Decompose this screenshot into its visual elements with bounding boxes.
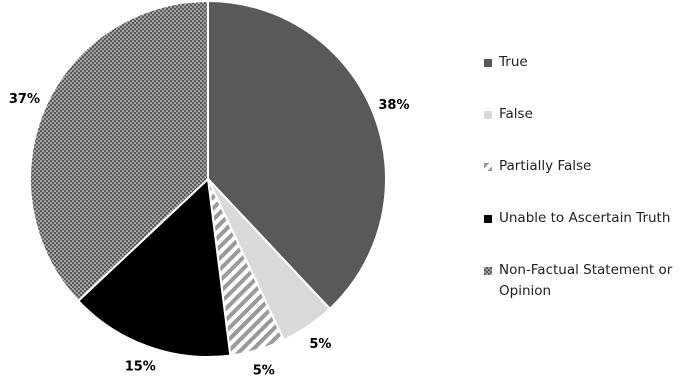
legend-item: Non-Factual Statement or Opinion [484, 260, 685, 302]
legend-item: False [484, 104, 685, 125]
legend-label: False [499, 106, 533, 122]
data-label: 37% [9, 92, 40, 107]
legend-swatch [484, 111, 492, 119]
legend-label: Partially False [499, 158, 592, 174]
legend-swatch-fill [484, 59, 492, 67]
data-label: 38% [378, 98, 409, 113]
legend: True False Partially False Unable to Ascert… [484, 52, 685, 333]
legend-swatch [484, 267, 492, 275]
legend-item: Unable to Ascertain Truth [484, 208, 685, 229]
pie-slice [207, 0, 387, 311]
legend-swatch-fill [484, 215, 492, 223]
data-label: 5% [253, 364, 275, 377]
legend-label: True [499, 54, 528, 70]
pie-slice [76, 176, 232, 358]
legend-label: Unable to Ascertain Truth [499, 210, 671, 226]
legend-swatch-fill [484, 163, 492, 171]
legend-swatch [484, 59, 492, 67]
pie-slice [29, 0, 209, 303]
data-label: 5% [309, 337, 331, 352]
legend-swatch-fill [484, 111, 492, 119]
legend-item: True [484, 52, 685, 73]
legend-item: Partially False [484, 156, 685, 177]
legend-swatch [484, 163, 492, 171]
legend-label: Non-Factual Statement or Opinion [499, 262, 673, 299]
legend-swatch-fill [484, 267, 492, 275]
data-label: 15% [125, 360, 156, 375]
legend-swatch [484, 215, 492, 223]
